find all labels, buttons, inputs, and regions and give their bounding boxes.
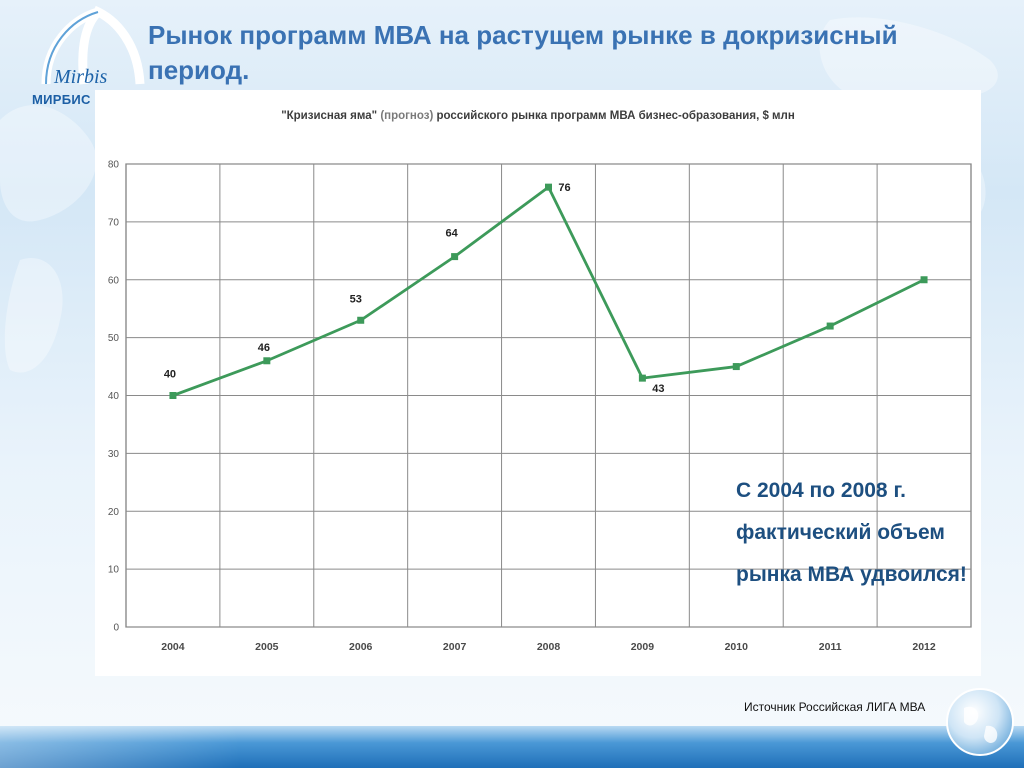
data-point xyxy=(732,363,740,371)
data-label: 43 xyxy=(652,383,664,395)
y-tick-label: 30 xyxy=(108,449,120,460)
data-point xyxy=(263,357,271,365)
source-caption: Источник Российская ЛИГА МВА xyxy=(744,700,926,714)
logo-wordmark: МИРБИС xyxy=(32,92,91,107)
y-tick-label: 70 xyxy=(108,217,120,228)
footer-bar xyxy=(0,726,1024,768)
y-tick-label: 50 xyxy=(108,333,120,344)
data-label: 53 xyxy=(350,293,362,305)
mirbis-logo: Mirbis МИРБИС xyxy=(18,6,145,107)
y-tick-label: 80 xyxy=(108,160,120,171)
line-chart: 0 10 20 30 40 50 60 70 80 2004 2005 2006 2007 2008 200… xyxy=(108,160,972,653)
data-point xyxy=(545,183,552,191)
data-point xyxy=(920,276,928,284)
logo-arch-icon xyxy=(41,6,145,85)
chart-title-rest: российского рынка программ МВА бизнес-об… xyxy=(436,110,795,122)
x-tick-label: 2005 xyxy=(255,641,279,653)
x-tick-label: 2008 xyxy=(537,641,561,653)
data-label: 76 xyxy=(558,182,570,194)
logo-script-text: Mirbis xyxy=(54,66,108,88)
chart-title: "Кризисная яма" (прогноз) российского ры… xyxy=(95,110,981,122)
y-tick-label: 60 xyxy=(108,275,120,286)
series-line xyxy=(172,185,925,397)
y-tick-label: 0 xyxy=(113,623,119,634)
data-point xyxy=(826,322,834,330)
page-title: Рынок программ МВА на растущем рынке в д… xyxy=(148,20,898,85)
x-tick-label: 2010 xyxy=(725,641,749,653)
data-point xyxy=(638,374,646,382)
data-point xyxy=(169,392,177,399)
x-tick-label: 2006 xyxy=(349,641,373,653)
y-tick-label: 20 xyxy=(108,507,120,518)
y-tick-label: 40 xyxy=(108,391,120,402)
x-tick-label: 2012 xyxy=(912,641,936,653)
data-label: 46 xyxy=(258,342,270,354)
x-tick-label: 2007 xyxy=(443,641,467,653)
data-label: 40 xyxy=(164,369,176,381)
data-point xyxy=(451,253,459,261)
data-point xyxy=(357,316,365,324)
chart-title-muted: (прогноз) xyxy=(380,110,434,122)
highlight-note: С 2004 по 2008 г. фактический объем рынк… xyxy=(736,479,967,586)
x-tick-label: 2004 xyxy=(161,641,185,653)
footer-highlight xyxy=(0,726,240,768)
x-tick-label: 2011 xyxy=(819,641,842,653)
y-tick-label: 10 xyxy=(108,565,120,576)
data-label: 64 xyxy=(445,228,458,240)
chart-title-quoted: "Кризисная яма" xyxy=(281,110,378,122)
globe-icon xyxy=(946,688,1014,756)
chart-panel: "Кризисная яма" (прогноз) российского ры… xyxy=(95,90,981,676)
x-tick-label: 2009 xyxy=(631,641,655,653)
